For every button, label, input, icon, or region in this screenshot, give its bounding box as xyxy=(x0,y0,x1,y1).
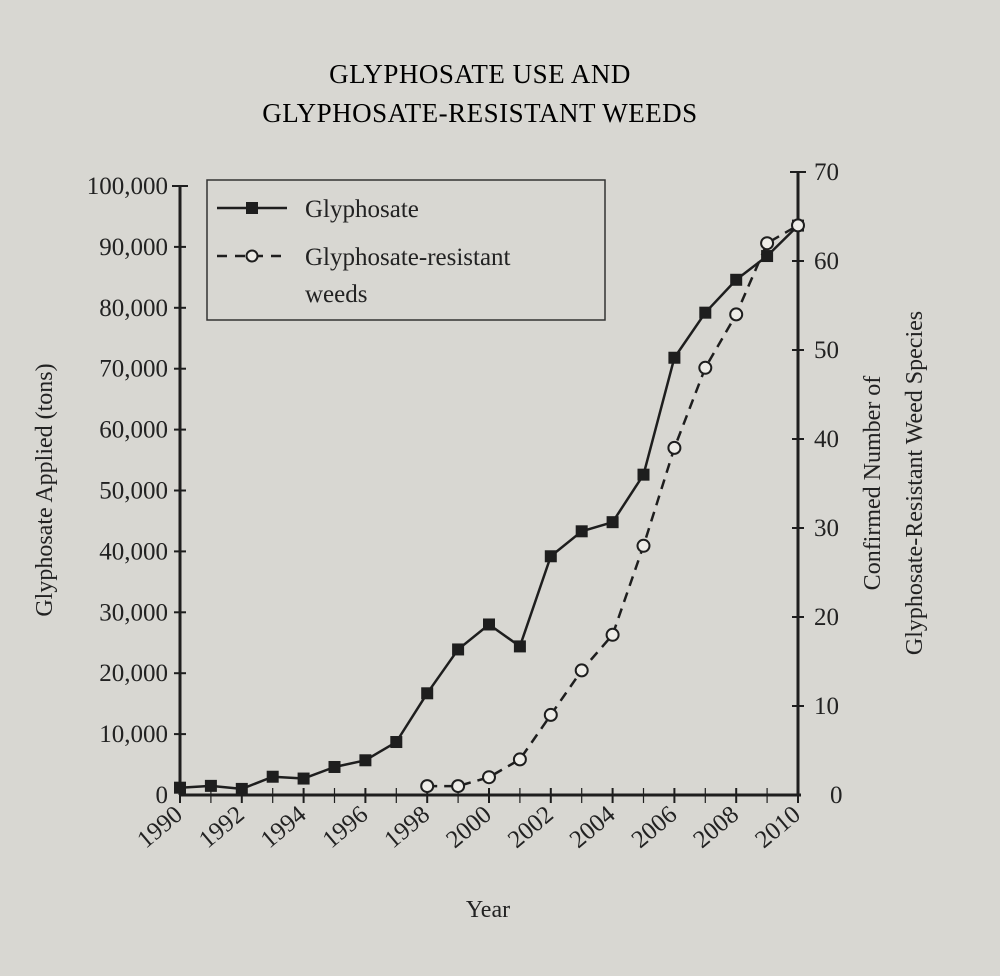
x-tick-label: 1996 xyxy=(318,801,374,854)
y-left-tick-label: 40,000 xyxy=(99,538,168,565)
y-left-tick-label: 80,000 xyxy=(99,295,168,322)
glyphosate-point xyxy=(390,736,403,749)
x-tick-label: 2000 xyxy=(441,801,497,854)
weeds-point xyxy=(760,236,775,251)
legend-weeds-marker xyxy=(245,249,259,263)
weeds-point xyxy=(482,770,496,785)
x-tick-label: 1998 xyxy=(379,801,435,854)
y-right-tick-label: 50 xyxy=(814,337,839,364)
y-axis-right-label-line-1: Confirmed Number of xyxy=(860,376,886,591)
x-tick-label: 2010 xyxy=(750,801,806,854)
legend-glyphosate-label: Glyphosate xyxy=(305,196,419,223)
glyphosate-point xyxy=(544,550,557,563)
glyphosate-point xyxy=(699,306,712,319)
legend-weeds-label-line-2: weeds xyxy=(305,281,367,308)
weeds-point xyxy=(636,538,651,553)
legend: Glyphosate Glyphosate-resistant weeds xyxy=(206,179,606,321)
glyphosate-point xyxy=(637,468,650,481)
glyphosate-point xyxy=(513,640,526,653)
x-tick-label: 2004 xyxy=(565,801,621,854)
weeds-point xyxy=(791,218,805,233)
weeds-point xyxy=(543,707,558,722)
y-left-tick-label: 70,000 xyxy=(99,356,168,383)
glyphosate-point xyxy=(452,643,465,656)
x-tick-label: 2006 xyxy=(627,801,683,854)
y-axis-left-label: Glyphosate Applied (tons) xyxy=(32,363,58,616)
glyphosate-point xyxy=(359,754,372,767)
glyphosate-point xyxy=(483,618,495,631)
y-right-tick-label: 20 xyxy=(814,604,839,631)
series-layer xyxy=(174,218,805,795)
y-right-tick-label: 40 xyxy=(814,426,839,453)
weeds-point xyxy=(698,360,713,375)
weeds-point xyxy=(512,752,527,767)
y-right-tick-label: 10 xyxy=(814,693,839,720)
glyphosate-point xyxy=(174,781,186,794)
glyphosate-point xyxy=(328,760,341,773)
weeds-line xyxy=(427,224,799,788)
x-tick-label: 1990 xyxy=(132,801,188,854)
y-left-tick-label: 20,000 xyxy=(99,660,168,687)
weeds-point xyxy=(729,307,744,322)
glyphosate-point xyxy=(730,273,743,286)
y-left-tick-label: 50,000 xyxy=(99,478,168,505)
weeds-point xyxy=(574,663,589,678)
glyphosate-point xyxy=(421,687,434,700)
chart-title-line-2: GLYPHOSATE-RESISTANT WEEDS xyxy=(262,98,697,128)
y-left-tick-label: 90,000 xyxy=(99,234,168,261)
y-right-tick-label: 0 xyxy=(830,782,843,809)
x-tick-label: 1994 xyxy=(256,801,312,854)
chart-title-line-1: GLYPHOSATE USE AND xyxy=(329,59,631,89)
y-right-tick-label: 30 xyxy=(814,515,839,542)
weeds-point xyxy=(420,779,435,794)
weeds-point xyxy=(605,627,620,642)
glyphosate-point xyxy=(575,525,588,538)
y-left-tick-label: 100,000 xyxy=(87,173,168,200)
y-right-tick-label: 60 xyxy=(814,248,839,275)
x-axis-label: Year xyxy=(466,897,510,923)
y-left-tick-label: 30,000 xyxy=(99,599,168,626)
glyphosate-point xyxy=(668,351,681,364)
glyphosate-point xyxy=(204,779,217,792)
y-axis-right-label-line-2: Glyphosate-Resistant Weed Species xyxy=(902,311,928,655)
y-left-tick-label: 10,000 xyxy=(99,721,168,748)
weeds-point xyxy=(451,779,466,794)
y-left-tick-label: 0 xyxy=(156,782,169,809)
glyphosate-point xyxy=(606,516,619,529)
weeds-point xyxy=(667,440,682,455)
y-left-tick-label: 60,000 xyxy=(99,417,168,444)
glyphosate-point xyxy=(266,770,279,783)
x-tick-label: 1992 xyxy=(194,801,250,854)
x-tick-label: 2008 xyxy=(688,801,744,854)
glyphosate-point xyxy=(297,772,310,785)
legend-glyphosate-marker xyxy=(246,202,258,214)
legend-weeds-label-line-1: Glyphosate-resistant xyxy=(305,244,511,271)
x-tick-label: 2002 xyxy=(503,801,559,854)
legend-box xyxy=(206,179,606,321)
glyphosate-point xyxy=(235,782,248,795)
y-right-tick-label: 70 xyxy=(814,159,839,186)
